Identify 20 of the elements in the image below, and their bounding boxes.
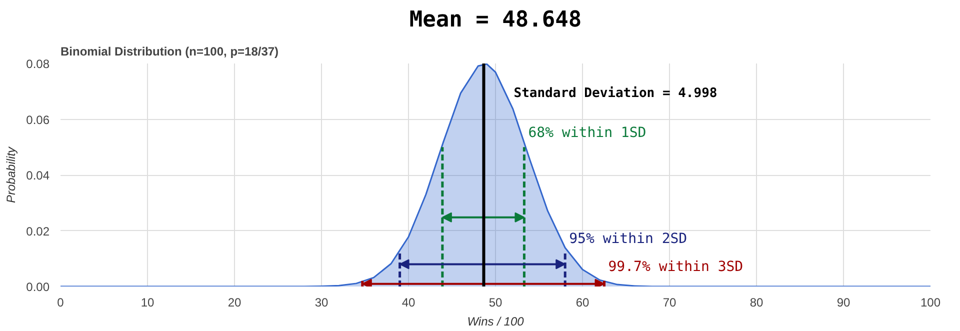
y-tick-label: 0.08	[26, 57, 50, 71]
x-tick-label: 40	[402, 296, 416, 310]
x-tick-label: 60	[576, 296, 590, 310]
x-tick-label: 80	[750, 296, 764, 310]
y-tick-label: 0.00	[26, 280, 50, 294]
x-tick-label: 20	[228, 296, 242, 310]
x-axis-title: Wins / 100	[467, 314, 524, 328]
y-axis-title: Probability	[4, 146, 18, 204]
x-tick-label: 30	[314, 296, 328, 310]
x-tick-label: 50	[488, 296, 502, 310]
x-tick-label: 90	[836, 296, 850, 310]
x-tick-label: 10	[140, 296, 154, 310]
ref-line-label: Mean = 48.648	[409, 8, 582, 32]
x-tick-label: 0	[57, 296, 64, 310]
y-tick-label: 0.02	[26, 224, 50, 238]
y-tick-label: 0.06	[26, 112, 50, 127]
x-tick-label: 100	[920, 296, 941, 310]
y-tick-label: 0.04	[26, 168, 50, 182]
chart-title: Binomial Distribution (n=100, p=18/37)	[60, 44, 279, 58]
x-tick-label: 70	[662, 296, 676, 310]
